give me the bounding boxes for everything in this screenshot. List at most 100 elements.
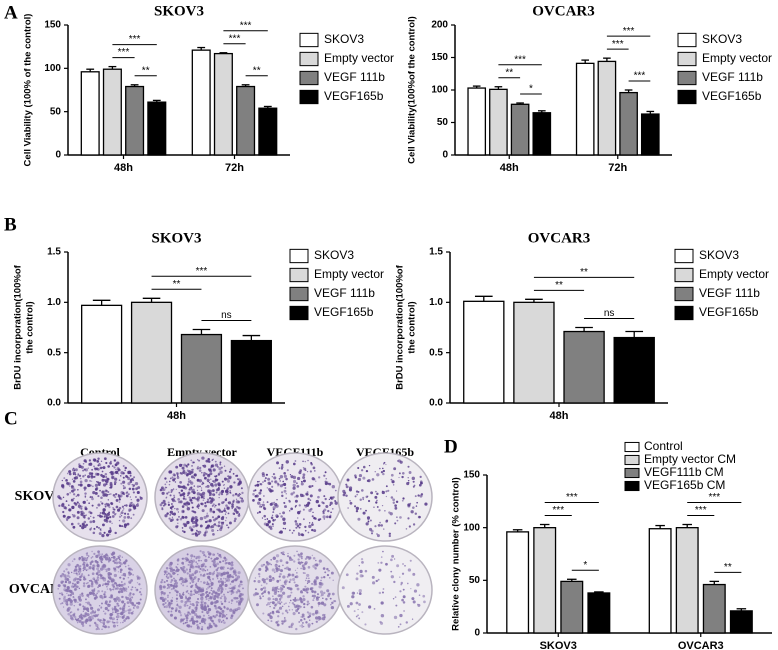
colony	[384, 510, 386, 512]
colony	[267, 613, 271, 617]
colony	[223, 509, 226, 512]
colony	[263, 590, 266, 593]
colony	[407, 465, 410, 468]
colony	[103, 568, 105, 570]
colony	[199, 550, 202, 553]
colony	[111, 583, 115, 587]
colony	[189, 603, 192, 605]
colony	[330, 603, 332, 606]
colony	[217, 529, 219, 532]
legend-label: Empty vector	[702, 51, 772, 65]
colony	[61, 479, 63, 482]
colony	[375, 579, 378, 583]
colony	[77, 571, 80, 573]
colony	[87, 467, 89, 469]
colony	[102, 523, 105, 527]
colony	[102, 564, 107, 569]
colony	[198, 469, 202, 473]
colony	[200, 581, 202, 583]
colony	[298, 471, 302, 475]
colony	[90, 582, 94, 586]
colony	[191, 488, 195, 492]
colony	[87, 475, 91, 479]
colony	[175, 607, 178, 610]
colony	[311, 612, 315, 616]
colony	[280, 491, 284, 494]
colony	[279, 559, 283, 563]
colony	[224, 577, 227, 580]
colony	[103, 531, 106, 534]
y-tick-label: 200	[431, 20, 448, 31]
colony	[362, 476, 366, 480]
colony	[298, 554, 302, 558]
colony	[402, 601, 406, 604]
colony	[282, 564, 284, 567]
colony	[74, 568, 78, 572]
colony	[207, 501, 210, 503]
colony	[62, 496, 65, 499]
y-tick-label: 0.5	[429, 347, 443, 358]
colony	[183, 570, 187, 574]
colony	[296, 572, 298, 574]
colony	[91, 468, 94, 471]
colony	[225, 511, 227, 513]
colony	[192, 584, 194, 587]
colony	[182, 469, 186, 473]
bar	[640, 113, 660, 156]
colony	[117, 468, 121, 471]
colony	[280, 587, 284, 591]
row-header: SKOV3	[15, 489, 62, 504]
colony	[183, 523, 188, 528]
colony	[191, 617, 194, 620]
colony	[330, 511, 332, 514]
colony	[91, 616, 94, 620]
legend-label: Empty vector CM	[644, 452, 736, 466]
colony	[236, 506, 239, 509]
colony	[116, 598, 119, 600]
colony	[175, 590, 179, 594]
colony	[170, 489, 174, 492]
colony	[97, 514, 99, 517]
colony	[164, 601, 167, 605]
colony	[173, 583, 176, 586]
colony	[135, 503, 139, 507]
colony	[283, 580, 287, 584]
colony	[173, 497, 175, 499]
colony	[80, 507, 83, 510]
colony	[311, 515, 314, 518]
colony	[100, 560, 103, 563]
colony	[109, 588, 112, 591]
colony	[306, 611, 309, 614]
colony	[189, 498, 193, 502]
colony	[221, 480, 224, 483]
legend-swatch	[677, 32, 697, 48]
colony	[113, 573, 118, 578]
colony	[111, 552, 114, 554]
colony	[81, 624, 85, 627]
colony	[370, 491, 374, 495]
colony	[318, 476, 321, 479]
colony	[88, 459, 92, 462]
colony	[395, 490, 398, 492]
colony	[237, 478, 239, 481]
colony	[85, 618, 89, 622]
colony	[322, 567, 326, 570]
colony	[178, 605, 182, 609]
colony	[104, 612, 107, 615]
colony	[186, 483, 190, 486]
colony	[294, 584, 298, 588]
colony	[207, 468, 210, 471]
colony	[178, 491, 181, 494]
colony	[306, 600, 310, 604]
colony	[110, 579, 114, 583]
colony	[96, 578, 100, 582]
colony	[234, 574, 238, 577]
colony	[191, 520, 196, 525]
colony	[208, 552, 210, 555]
colony	[173, 477, 176, 480]
colony	[210, 582, 214, 586]
colony	[175, 525, 179, 529]
colony	[286, 555, 290, 558]
colony	[279, 480, 281, 482]
colony	[265, 523, 269, 527]
